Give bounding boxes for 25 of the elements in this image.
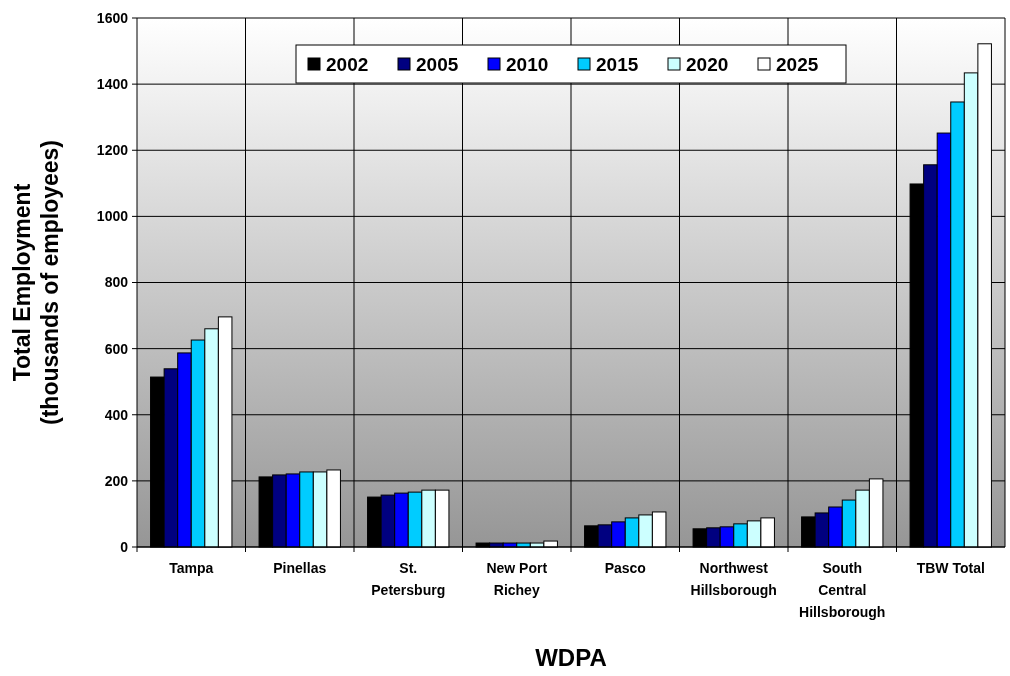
y-tick-label: 200: [104, 472, 129, 489]
legend-label: 2010: [506, 53, 549, 75]
y-tick-label: 1600: [96, 9, 129, 26]
x-tick-label: Tampa: [169, 560, 214, 576]
y-tick-label: 1000: [96, 208, 129, 225]
x-axis-title: WDPA: [535, 644, 607, 671]
x-tick-label: New Port Richey: [486, 560, 548, 598]
x-tick-label: Pinellas: [273, 560, 327, 576]
y-tick-label: 1400: [96, 76, 129, 93]
legend-label: 2025: [776, 53, 819, 75]
legend-label: 2015: [596, 53, 639, 75]
y-tick-label: 1200: [96, 142, 129, 159]
y-tick-label: 600: [104, 340, 129, 357]
x-tick-label: Northwest Hillsborough: [690, 560, 777, 598]
x-tick-label: TBW Total: [916, 560, 985, 576]
x-tick-label: Pasco: [604, 560, 646, 576]
y-tick-label: 800: [104, 274, 129, 291]
y-tick-label: 0: [120, 538, 129, 555]
y-axis-title: Total Employment (thousands of employees): [9, 140, 63, 425]
y-tick-label: 400: [104, 406, 129, 423]
x-tick-label: South Central Hillsborough: [799, 560, 886, 620]
legend-label: 2002: [326, 53, 369, 75]
legend-label: 2020: [686, 53, 729, 75]
legend-label: 2005: [416, 53, 459, 75]
x-tick-label: St. Petersburg: [371, 560, 446, 598]
